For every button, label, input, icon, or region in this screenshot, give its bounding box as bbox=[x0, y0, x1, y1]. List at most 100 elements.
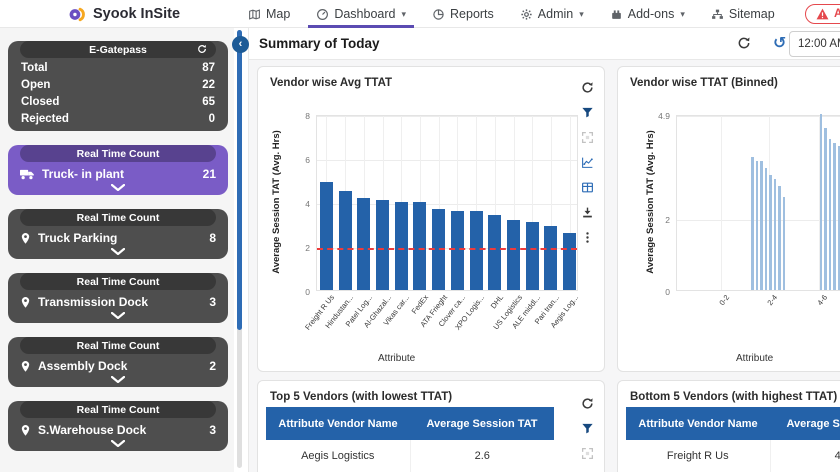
location-pin-icon bbox=[21, 425, 30, 436]
column-header: Attribute Vendor Name bbox=[626, 407, 770, 440]
chart-line-icon[interactable] bbox=[581, 156, 594, 169]
cell-vendor-name: Aegis Logistics bbox=[266, 440, 411, 472]
expand-card-button[interactable] bbox=[8, 311, 228, 323]
y-axis-tick: 0 bbox=[305, 287, 310, 297]
table-row: Aegis Logistics 2.6 bbox=[266, 440, 554, 472]
table-header-row: Attribute Vendor Name Average Session TA… bbox=[626, 407, 840, 440]
realtime-card-header: Real Time Count bbox=[20, 273, 216, 290]
count-value: 3 bbox=[209, 423, 216, 437]
nav-label: Admin bbox=[537, 7, 574, 21]
realtime-card-assembly-dock: Real Time Count Assembly Dock 2 bbox=[8, 337, 228, 387]
gridline bbox=[317, 204, 577, 205]
table-icon[interactable] bbox=[581, 181, 594, 194]
bottom5-table: Attribute Vendor Name Average Session TA… bbox=[626, 407, 840, 472]
chevron-down-icon bbox=[111, 184, 125, 191]
egatepass-card: E-Gatepass Total 87 Open 22 Closed 65 Rejec… bbox=[8, 41, 228, 131]
gear-icon bbox=[521, 8, 532, 20]
gridline bbox=[494, 116, 496, 290]
expand-card-button[interactable] bbox=[8, 439, 228, 451]
bar bbox=[469, 210, 483, 290]
realtime-card-s-warehouse-dock: Real Time Count S.Warehouse Dock 3 bbox=[8, 401, 228, 451]
bar bbox=[751, 157, 754, 290]
sitemap-icon bbox=[711, 9, 723, 19]
chevron-down-icon bbox=[111, 376, 125, 383]
bar bbox=[764, 167, 767, 290]
refresh-icon[interactable] bbox=[737, 36, 751, 50]
filter-icon[interactable] bbox=[581, 106, 594, 119]
expand-card-button[interactable] bbox=[8, 375, 228, 387]
y-axis-tick: 4.9 bbox=[658, 111, 670, 121]
expand-card-button[interactable] bbox=[8, 183, 228, 195]
dashboard-body: Vendor wise Avg TTAT Average Session TAT… bbox=[249, 60, 840, 472]
fullscreen-icon[interactable] bbox=[581, 131, 594, 144]
bar bbox=[507, 219, 520, 290]
download-icon[interactable] bbox=[581, 206, 594, 219]
bar bbox=[755, 160, 758, 290]
nav-label: Dashboard bbox=[334, 7, 396, 21]
gridline bbox=[721, 116, 722, 290]
brand[interactable]: Syook InSite bbox=[68, 0, 180, 28]
undo-icon[interactable]: ↺ bbox=[773, 35, 787, 52]
panel-title: Top 5 Vendors (with lowest TTAT) bbox=[270, 391, 453, 403]
count-row: Truck Parking 8 bbox=[8, 228, 228, 247]
bar-chart-avg-ttat: 0 2 4 6 8 Freight R Us Hindustan... Patel Log..… bbox=[303, 111, 579, 332]
panel-title: Bottom 5 Vendors (with highest TTAT) bbox=[630, 391, 838, 403]
count-row: Transmission Dock 3 bbox=[8, 292, 228, 311]
sidebar-scrollbar[interactable] bbox=[237, 30, 242, 468]
gridline bbox=[532, 116, 534, 290]
count-value: 8 bbox=[209, 231, 216, 245]
bar bbox=[563, 232, 577, 290]
x-axis-label: 4-6 bbox=[815, 293, 830, 308]
count-value: 3 bbox=[209, 295, 216, 309]
time-selector[interactable]: 12:00 AM bbox=[789, 31, 840, 57]
alerts-label: Alerts bbox=[834, 8, 840, 20]
main-header: Summary of Today ↺ 12:00 AM bbox=[249, 28, 840, 60]
realtime-card-header: Real Time Count bbox=[20, 337, 216, 354]
x-axis-title: Attribute bbox=[736, 353, 774, 364]
y-axis-tick: 2 bbox=[305, 243, 310, 253]
gridline bbox=[550, 116, 552, 290]
panel-vendor-wise-ttat-binned: Vendor wise TTAT (Binned) Average Sessio… bbox=[617, 66, 840, 372]
caret-down-icon: ▾ bbox=[579, 8, 584, 19]
nav-admin[interactable]: Admin ▾ bbox=[520, 0, 584, 28]
realtime-title: Real Time Count bbox=[76, 211, 160, 224]
egatepass-row-rejected: Rejected 0 bbox=[8, 111, 228, 131]
refresh-icon[interactable] bbox=[197, 44, 207, 54]
syook-logo-icon bbox=[69, 7, 85, 21]
nav-label: Map bbox=[266, 7, 291, 21]
y-axis-title: Average Session TAT (Avg. Hrs) bbox=[271, 130, 282, 274]
panel-top5-lowest-ttat: Top 5 Vendors (with lowest TTAT) Attribu… bbox=[257, 380, 605, 472]
realtime-card-header: Real Time Count bbox=[20, 145, 216, 162]
table-header-row: Attribute Vendor Name Average Session TA… bbox=[266, 407, 554, 440]
nav-map[interactable]: Map bbox=[248, 0, 290, 28]
nav-dashboard[interactable]: Dashboard ▾ bbox=[308, 0, 414, 28]
refresh-icon[interactable] bbox=[581, 397, 594, 410]
scrollbar-thumb[interactable] bbox=[237, 30, 242, 330]
nav-label: Add-ons bbox=[627, 7, 675, 21]
row-label: Open bbox=[21, 79, 51, 91]
nav-reports[interactable]: Reports bbox=[432, 0, 494, 28]
filter-icon[interactable] bbox=[581, 422, 594, 435]
bar-chart-ttat-binned: 0 2 4.9 0-2 2-4 4-6 bbox=[658, 111, 840, 307]
alerts-button[interactable]: Alerts bbox=[805, 4, 840, 24]
fullscreen-icon[interactable] bbox=[581, 447, 594, 460]
nav-add-ons[interactable]: Add-ons ▾ bbox=[610, 0, 685, 28]
more-icon[interactable] bbox=[581, 231, 594, 244]
expand-card-button[interactable] bbox=[8, 247, 228, 259]
panel-vendor-wise-avg-ttat: Vendor wise Avg TTAT Average Session TAT… bbox=[257, 66, 605, 372]
sidebar-collapse-button[interactable]: ‹ bbox=[232, 36, 249, 53]
realtime-title: Real Time Count bbox=[76, 275, 160, 288]
brand-label: Syook InSite bbox=[93, 6, 181, 22]
row-value: 87 bbox=[202, 62, 215, 74]
count-label: Assembly Dock bbox=[38, 359, 128, 373]
refresh-icon[interactable] bbox=[581, 81, 594, 94]
count-row: Truck- in plant 21 bbox=[8, 164, 228, 183]
realtime-card-header: Real Time Count bbox=[20, 401, 216, 418]
x-axis-title: Attribute bbox=[378, 353, 416, 364]
gridline bbox=[513, 116, 515, 290]
chevron-down-icon bbox=[111, 312, 125, 319]
nav-sitemap[interactable]: Sitemap bbox=[711, 0, 775, 28]
y-axis-tick: 4 bbox=[305, 199, 310, 209]
bar bbox=[357, 197, 371, 290]
cell-vendor-name: Freight R Us bbox=[626, 440, 771, 472]
